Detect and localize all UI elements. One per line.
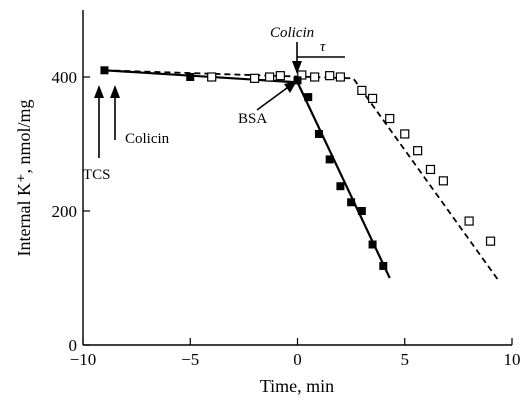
x-tick-label: 10 [504, 350, 521, 369]
open-square-point [297, 70, 307, 80]
x-tick-label: −10 [70, 350, 97, 369]
filled-square-point [325, 155, 334, 164]
filled-square-point [314, 129, 323, 138]
open-square-point [325, 71, 335, 81]
colicin-early-label: Colicin [125, 131, 170, 147]
filled-square-point [347, 198, 356, 207]
open-square-point [464, 216, 474, 226]
x-tick-label: 5 [401, 350, 410, 369]
filled-square-point [293, 76, 302, 85]
tcs-label: TCS [83, 167, 111, 183]
filled-square-point [186, 73, 195, 81]
open-square-point [438, 176, 448, 186]
x-tick-label: −5 [181, 350, 199, 369]
y-tick-label: 0 [69, 336, 78, 355]
filled-square-point [100, 66, 109, 75]
open-square-point [275, 71, 285, 81]
x-axis-title: Time, min [260, 376, 334, 396]
x-ticks: −10 −5 0 5 10 [70, 338, 521, 369]
open-square-point [265, 72, 275, 82]
open-square-point [335, 72, 345, 82]
tau-label: τ [320, 39, 326, 55]
open-square-point [385, 113, 395, 124]
bsa-label: BSA [238, 111, 267, 127]
annotations: TCS Colicin BSA Colicin τ [83, 25, 345, 183]
y-ticks: 0 200 400 [52, 68, 90, 355]
colicin-top-arrowhead [292, 61, 302, 74]
filled-square-point [368, 240, 377, 249]
open-square-point [425, 164, 436, 175]
filled-square-point [304, 93, 313, 102]
open-square-point [310, 72, 320, 82]
open-square-point [413, 146, 423, 156]
open-square-point [367, 93, 378, 104]
tcs-arrowhead [94, 85, 104, 98]
dashed-fit-line [104, 69, 500, 282]
solid-fit-line [104, 69, 391, 279]
bsa-arrowhead [284, 81, 297, 93]
y-axis-title: Internal K⁺, nmol/mg [14, 100, 34, 257]
open-square-point [357, 85, 367, 96]
filled-square-point [336, 182, 345, 191]
fit-lines [104, 69, 500, 282]
filled-square-point [379, 261, 388, 270]
open-square-point [485, 236, 496, 246]
y-tick-label: 400 [52, 68, 78, 87]
x-tick-label: 0 [293, 350, 302, 369]
bsa-arrow [256, 84, 292, 111]
open-square-point [250, 73, 260, 83]
data-points [100, 66, 496, 270]
open-square-point [207, 72, 217, 82]
y-tick-label: 200 [52, 202, 78, 221]
colicin-early-arrowhead [110, 85, 120, 98]
open-square-point [400, 129, 410, 139]
filled-square-point [357, 207, 366, 215]
colicin-top-label: Colicin [270, 25, 314, 41]
